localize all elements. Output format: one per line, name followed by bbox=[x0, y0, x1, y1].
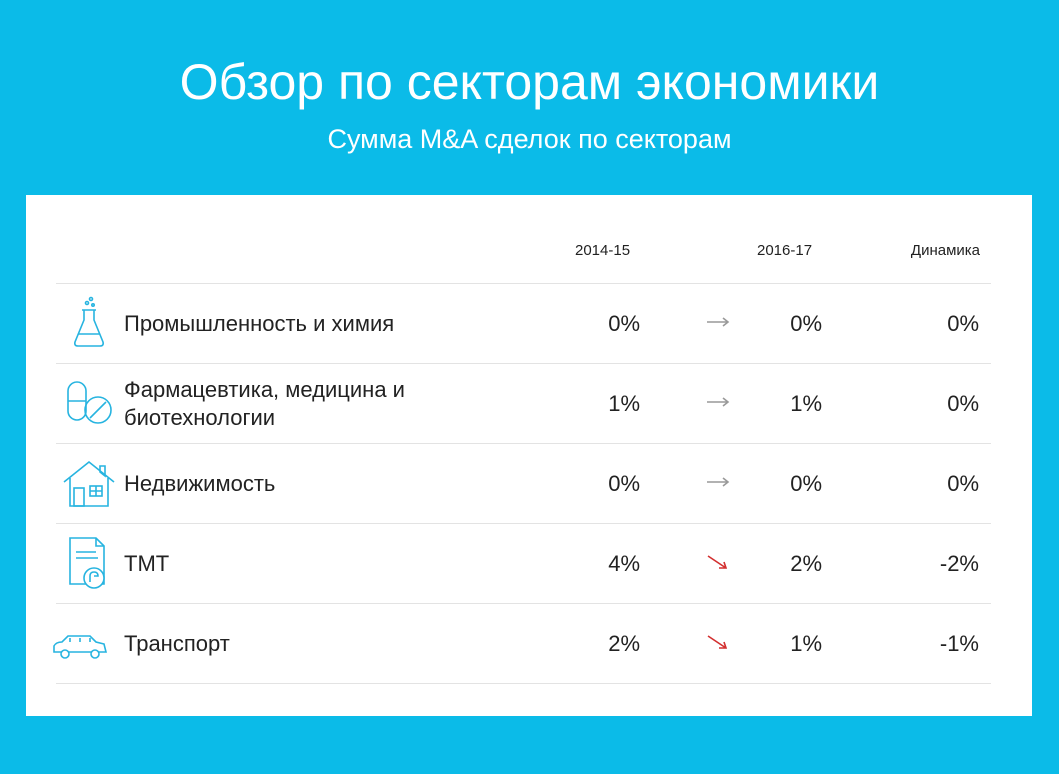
value-period1: 4% bbox=[608, 550, 640, 576]
flask-icon bbox=[60, 294, 118, 352]
header-period1: 2014-15 bbox=[575, 242, 631, 259]
value-period2: 0% bbox=[790, 310, 822, 336]
sector-name: Недвижимость bbox=[124, 470, 276, 496]
value-dynamics: -1% bbox=[939, 630, 979, 656]
arrow-right-icon bbox=[704, 468, 732, 496]
car-icon bbox=[50, 614, 108, 672]
header-period2: 2016-17 bbox=[757, 242, 813, 259]
arrow-down-right-icon bbox=[704, 548, 732, 576]
value-period2: 1% bbox=[790, 390, 822, 416]
value-period1: 1% bbox=[608, 390, 640, 416]
value-period2: 2% bbox=[790, 550, 822, 576]
house-icon bbox=[60, 454, 118, 512]
table-row: Недвижимость 0% 0% 0% bbox=[56, 443, 991, 523]
value-dynamics: 0% bbox=[947, 390, 979, 416]
table-row: Промышленность и химия 0% 0% 0% bbox=[56, 283, 991, 363]
sector-name: Промышленность и химия bbox=[124, 310, 395, 336]
sector-name: ТМТ bbox=[124, 550, 170, 576]
value-period2: 1% bbox=[790, 630, 822, 656]
arrow-right-icon bbox=[704, 308, 732, 336]
table-row: ТМТ 4% 2% -2% bbox=[56, 523, 991, 603]
pills-icon bbox=[60, 374, 118, 432]
value-period1: 0% bbox=[608, 470, 640, 496]
page-title: Обзор по секторам экономики bbox=[179, 54, 880, 110]
sector-name: Фармацевтика, медицина и биотехнологии bbox=[124, 376, 405, 430]
value-dynamics: 0% bbox=[947, 470, 979, 496]
page-subtitle: Сумма M&A сделок по секторам bbox=[327, 124, 732, 154]
sector-name: Транспорт bbox=[124, 630, 230, 656]
table-row: Фармацевтика, медицина и биотехнологии 1… bbox=[56, 363, 991, 443]
value-period2: 0% bbox=[790, 470, 822, 496]
arrow-down-right-icon bbox=[704, 628, 732, 656]
document-icon bbox=[60, 534, 118, 592]
value-period1: 2% bbox=[608, 630, 640, 656]
sectors-card: 2014-15 2016-17 Динамика Промышленность … bbox=[26, 195, 1032, 716]
table-row: Транспорт 2% 1% -1% bbox=[53, 603, 991, 684]
header-dynamics: Динамика bbox=[910, 242, 980, 259]
value-dynamics: -2% bbox=[939, 550, 979, 576]
arrow-right-icon bbox=[704, 388, 732, 416]
value-period1: 0% bbox=[608, 310, 640, 336]
sectors-table: Промышленность и химия 0% 0% 0% Фармацев… bbox=[53, 283, 991, 684]
value-dynamics: 0% bbox=[947, 310, 979, 336]
